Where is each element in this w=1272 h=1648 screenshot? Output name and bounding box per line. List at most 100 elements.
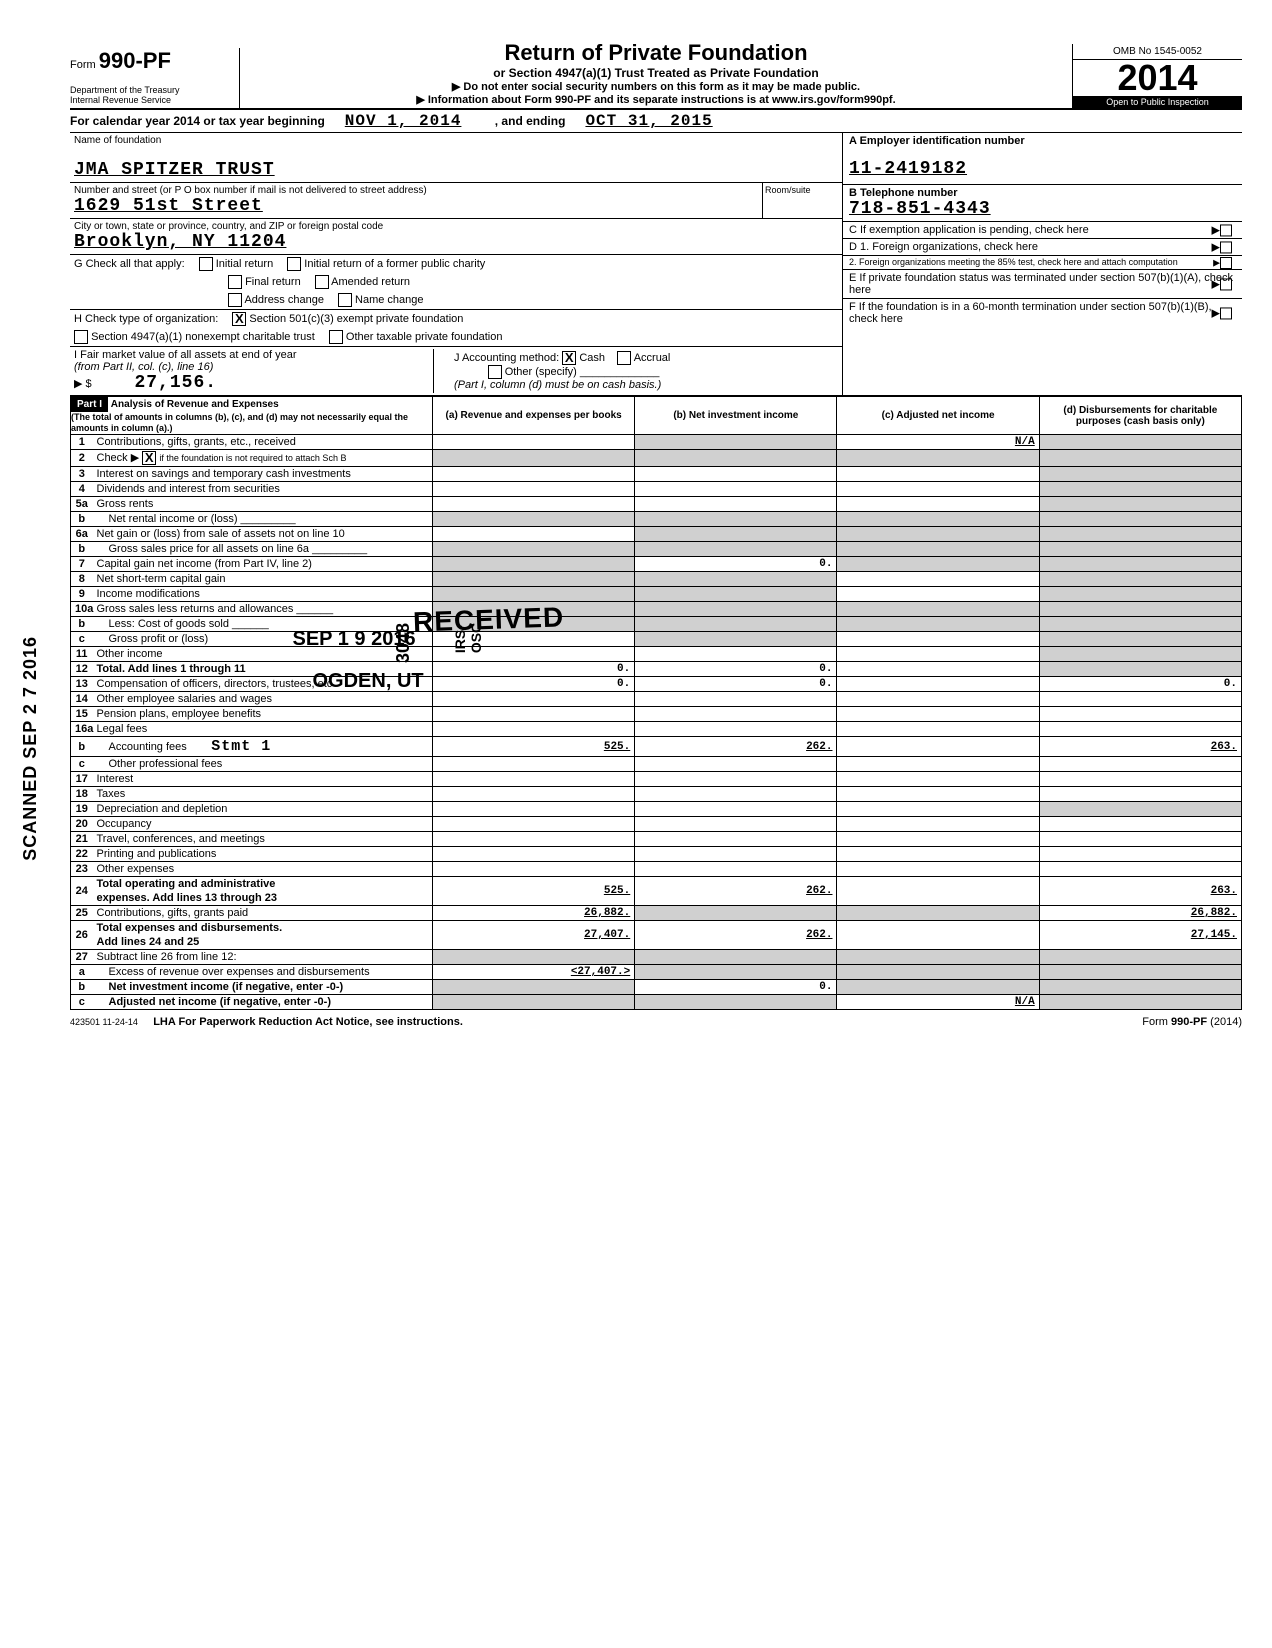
row-5b: bNet rental income or (loss) _________ <box>71 512 1242 527</box>
row-2: 2Check ▶ X if the foundation is not requ… <box>71 450 1242 467</box>
row-27b: bNet investment income (if negative, ent… <box>71 980 1242 995</box>
h-row: H Check type of organization: X Section … <box>70 310 842 347</box>
form-note-info: ▶ Information about Form 990-PF and its … <box>248 93 1064 106</box>
form-number-box: Form 990-PF Department of the Treasury I… <box>70 48 240 108</box>
stmt-ref: Stmt 1 <box>211 738 271 755</box>
row-14: 14Other employee salaries and wages <box>71 692 1242 707</box>
row-10c: c Gross profit or (loss) SEP 1 9 2016 IR… <box>71 632 1242 647</box>
cb-4947[interactable] <box>74 330 88 344</box>
row-9: 9Income modifications <box>71 587 1242 602</box>
lbl-name-change: Name change <box>355 294 424 306</box>
address-row: Number and street (or P O box number if … <box>70 183 842 219</box>
cb-cash[interactable]: X <box>562 351 576 365</box>
lbl-former-charity: Initial return of a former public charit… <box>304 258 485 270</box>
city-row: City or town, state or province, country… <box>70 219 842 255</box>
part1-container: SCANNED SEP 2 7 2016 Part I Analysis of … <box>70 396 1242 1010</box>
phone-value: 718-851-4343 <box>849 199 991 219</box>
row-10b: bLess: Cost of goods sold ______ <box>71 617 1242 632</box>
row-4: 4Dividends and interest from securities <box>71 482 1242 497</box>
row-8: 8Net short-term capital gain <box>71 572 1242 587</box>
lbl-initial-return: Initial return <box>216 258 273 270</box>
e-label: E If private foundation status was termi… <box>849 272 1233 296</box>
col-a-header: (a) Revenue and expenses per books <box>433 397 635 435</box>
side-label-scanned: SCANNED SEP 2 7 2016 <box>20 636 41 861</box>
cb-terminated[interactable] <box>1220 279 1232 291</box>
cb-amended[interactable] <box>315 275 329 289</box>
city-state-zip: Brooklyn, NY 11204 <box>74 232 838 252</box>
lbl-4947: Section 4947(a)(1) nonexempt charitable … <box>91 331 315 343</box>
calendar-year-row: For calendar year 2014 or tax year begin… <box>70 110 1242 133</box>
lbl-addr-change: Address change <box>244 294 324 306</box>
cb-other-method[interactable] <box>488 365 502 379</box>
row-26: 26Total expenses and disbursements.27,40… <box>71 921 1242 936</box>
phone-box: B Telephone number 718-851-4343 <box>843 185 1242 222</box>
lbl-cash: Cash <box>579 352 605 364</box>
f-box: F If the foundation is in a 60-month ter… <box>843 299 1242 327</box>
cb-exemption-pending[interactable] <box>1220 225 1232 237</box>
row-5a: 5aGross rents <box>71 497 1242 512</box>
cb-addr-change[interactable] <box>228 293 242 307</box>
entity-header: Name of foundation JMA SPITZER TRUST Num… <box>70 133 1242 396</box>
row-6a: 6aNet gain or (loss) from sale of assets… <box>71 527 1242 542</box>
footer-code: 423501 11-24-14 <box>70 1017 138 1027</box>
form-header: Form 990-PF Department of the Treasury I… <box>70 40 1242 110</box>
part1-header: Part I <box>71 397 108 412</box>
row-21: 21Travel, conferences, and meetings <box>71 832 1242 847</box>
cb-foreign-85[interactable] <box>1220 257 1232 269</box>
cb-final-return[interactable] <box>228 275 242 289</box>
i-arrow: ▶ $ <box>74 378 92 390</box>
row-27c: cAdjusted net income (if negative, enter… <box>71 995 1242 1010</box>
c-label: C If exemption application is pending, c… <box>849 224 1089 236</box>
d2-label: 2. Foreign organizations meeting the 85%… <box>849 257 1178 267</box>
row-24: 24Total operating and administrative525.… <box>71 877 1242 892</box>
cb-initial-return[interactable] <box>199 257 213 271</box>
ein-label: A Employer identification number <box>849 135 1025 147</box>
row-10a: 10a Gross sales less returns and allowan… <box>71 602 1242 617</box>
g-row: G Check all that apply: Initial return I… <box>70 255 842 310</box>
row-16c: cOther professional fees <box>71 757 1242 772</box>
public-inspection: Open to Public Inspection <box>1073 96 1242 108</box>
row-16b: bAccounting fees Stmt 1525.262.263. <box>71 737 1242 757</box>
j-label: J Accounting method: <box>454 352 559 364</box>
cash-basis-note: (Part I, column (d) must be on cash basi… <box>454 379 661 391</box>
cb-former-charity[interactable] <box>287 257 301 271</box>
row-15: 15Pension plans, employee benefits <box>71 707 1242 722</box>
row-22: 22Printing and publications <box>71 847 1242 862</box>
tax-year: 2014 <box>1073 60 1242 96</box>
form-prefix: Form <box>70 59 96 71</box>
row-7: 7Capital gain net income (from Part IV, … <box>71 557 1242 572</box>
row-16a: 16aLegal fees <box>71 722 1242 737</box>
cb-name-change[interactable] <box>338 293 352 307</box>
cb-501c3[interactable]: X <box>232 312 246 326</box>
row-6b: bGross sales price for all assets on lin… <box>71 542 1242 557</box>
d2-box: 2. Foreign organizations meeting the 85%… <box>843 256 1242 270</box>
i-j-row: I Fair market value of all assets at end… <box>70 347 842 395</box>
street-address: 1629 51st Street <box>74 196 838 216</box>
cb-accrual[interactable] <box>617 351 631 365</box>
tax-year-begin: NOV 1, 2014 <box>345 112 462 130</box>
row-1: 1Contributions, gifts, grants, etc., rec… <box>71 435 1242 450</box>
foundation-name: JMA SPITZER TRUST <box>74 160 838 180</box>
cal-label-end: , and ending <box>495 114 566 128</box>
cb-other-taxable[interactable] <box>329 330 343 344</box>
c-box: C If exemption application is pending, c… <box>843 222 1242 239</box>
f-label: F If the foundation is in a 60-month ter… <box>849 301 1212 325</box>
d1-box: D 1. Foreign organizations, check here ▶ <box>843 239 1242 256</box>
i-label: I Fair market value of all assets at end… <box>74 349 297 361</box>
cb-foreign-org[interactable] <box>1220 242 1232 254</box>
row-17: 17Interest <box>71 772 1242 787</box>
cb-sch-b[interactable]: X <box>142 451 156 465</box>
lbl-final-return: Final return <box>245 276 301 288</box>
form-note-ssn: ▶ Do not enter social security numbers o… <box>248 80 1064 93</box>
row-18: 18Taxes <box>71 787 1242 802</box>
cb-60-month[interactable] <box>1220 308 1232 320</box>
footer: 423501 11-24-14 LHA For Paperwork Reduct… <box>70 1016 1242 1028</box>
g-label: G Check all that apply: <box>74 258 185 270</box>
i-sub: (from Part II, col. (c), line 16) <box>74 361 213 373</box>
lbl-other-taxable: Other taxable private foundation <box>346 331 503 343</box>
form-title-box: Return of Private Foundation or Section … <box>240 40 1072 108</box>
tax-year-end: OCT 31, 2015 <box>585 112 712 130</box>
d1-label: D 1. Foreign organizations, check here <box>849 241 1038 253</box>
row-23: 23Other expenses <box>71 862 1242 877</box>
dept-irs: Internal Revenue Service <box>70 96 239 106</box>
